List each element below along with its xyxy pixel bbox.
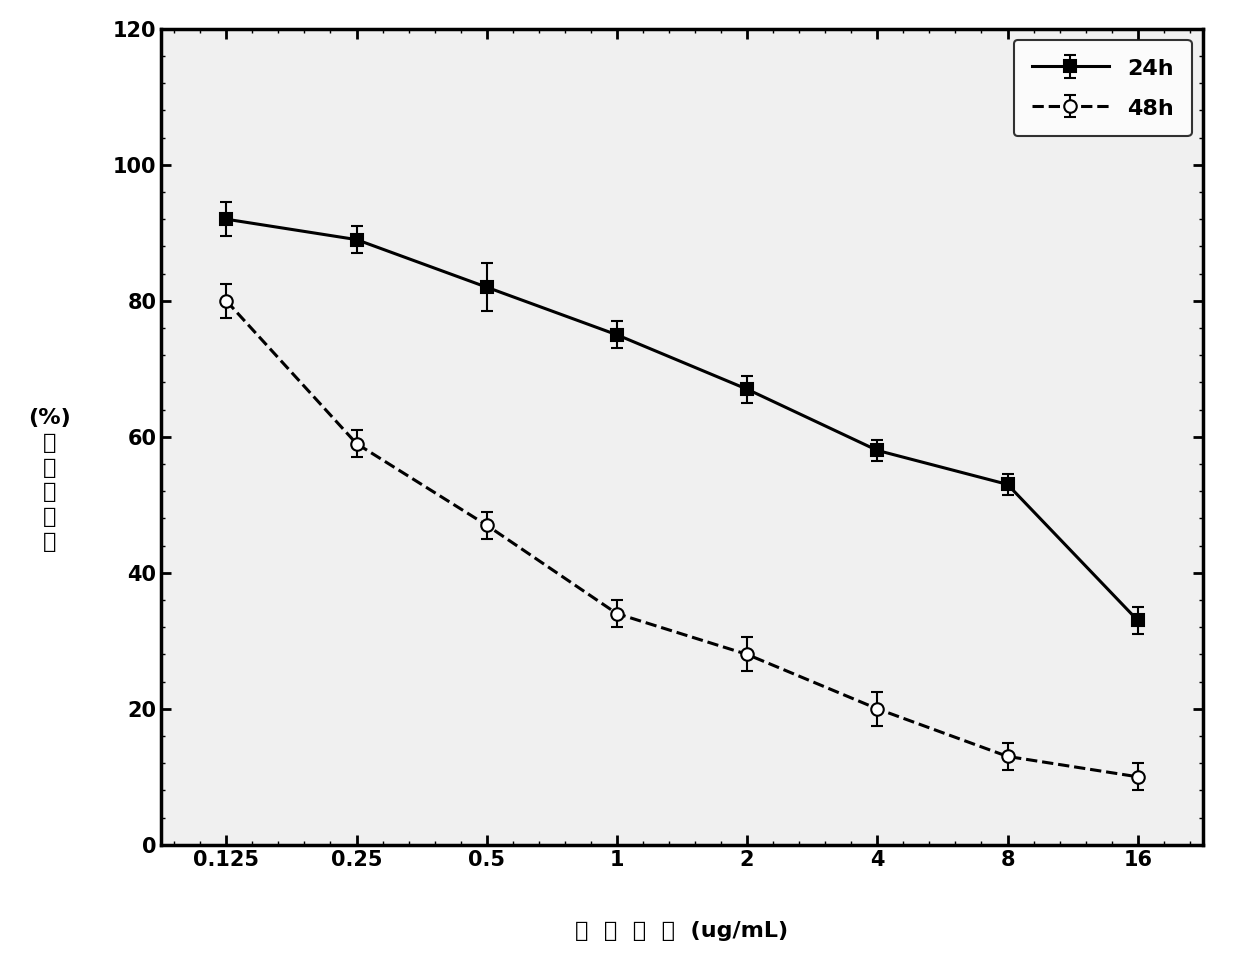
Text: (%)
率
存
活
胞
细: (%) 率 存 活 胞 细 <box>29 408 71 552</box>
Legend: 24h, 48h: 24h, 48h <box>1014 40 1192 136</box>
Text: 黑  磷  浓  度  (ug/mL): 黑 磷 浓 度 (ug/mL) <box>575 922 789 941</box>
